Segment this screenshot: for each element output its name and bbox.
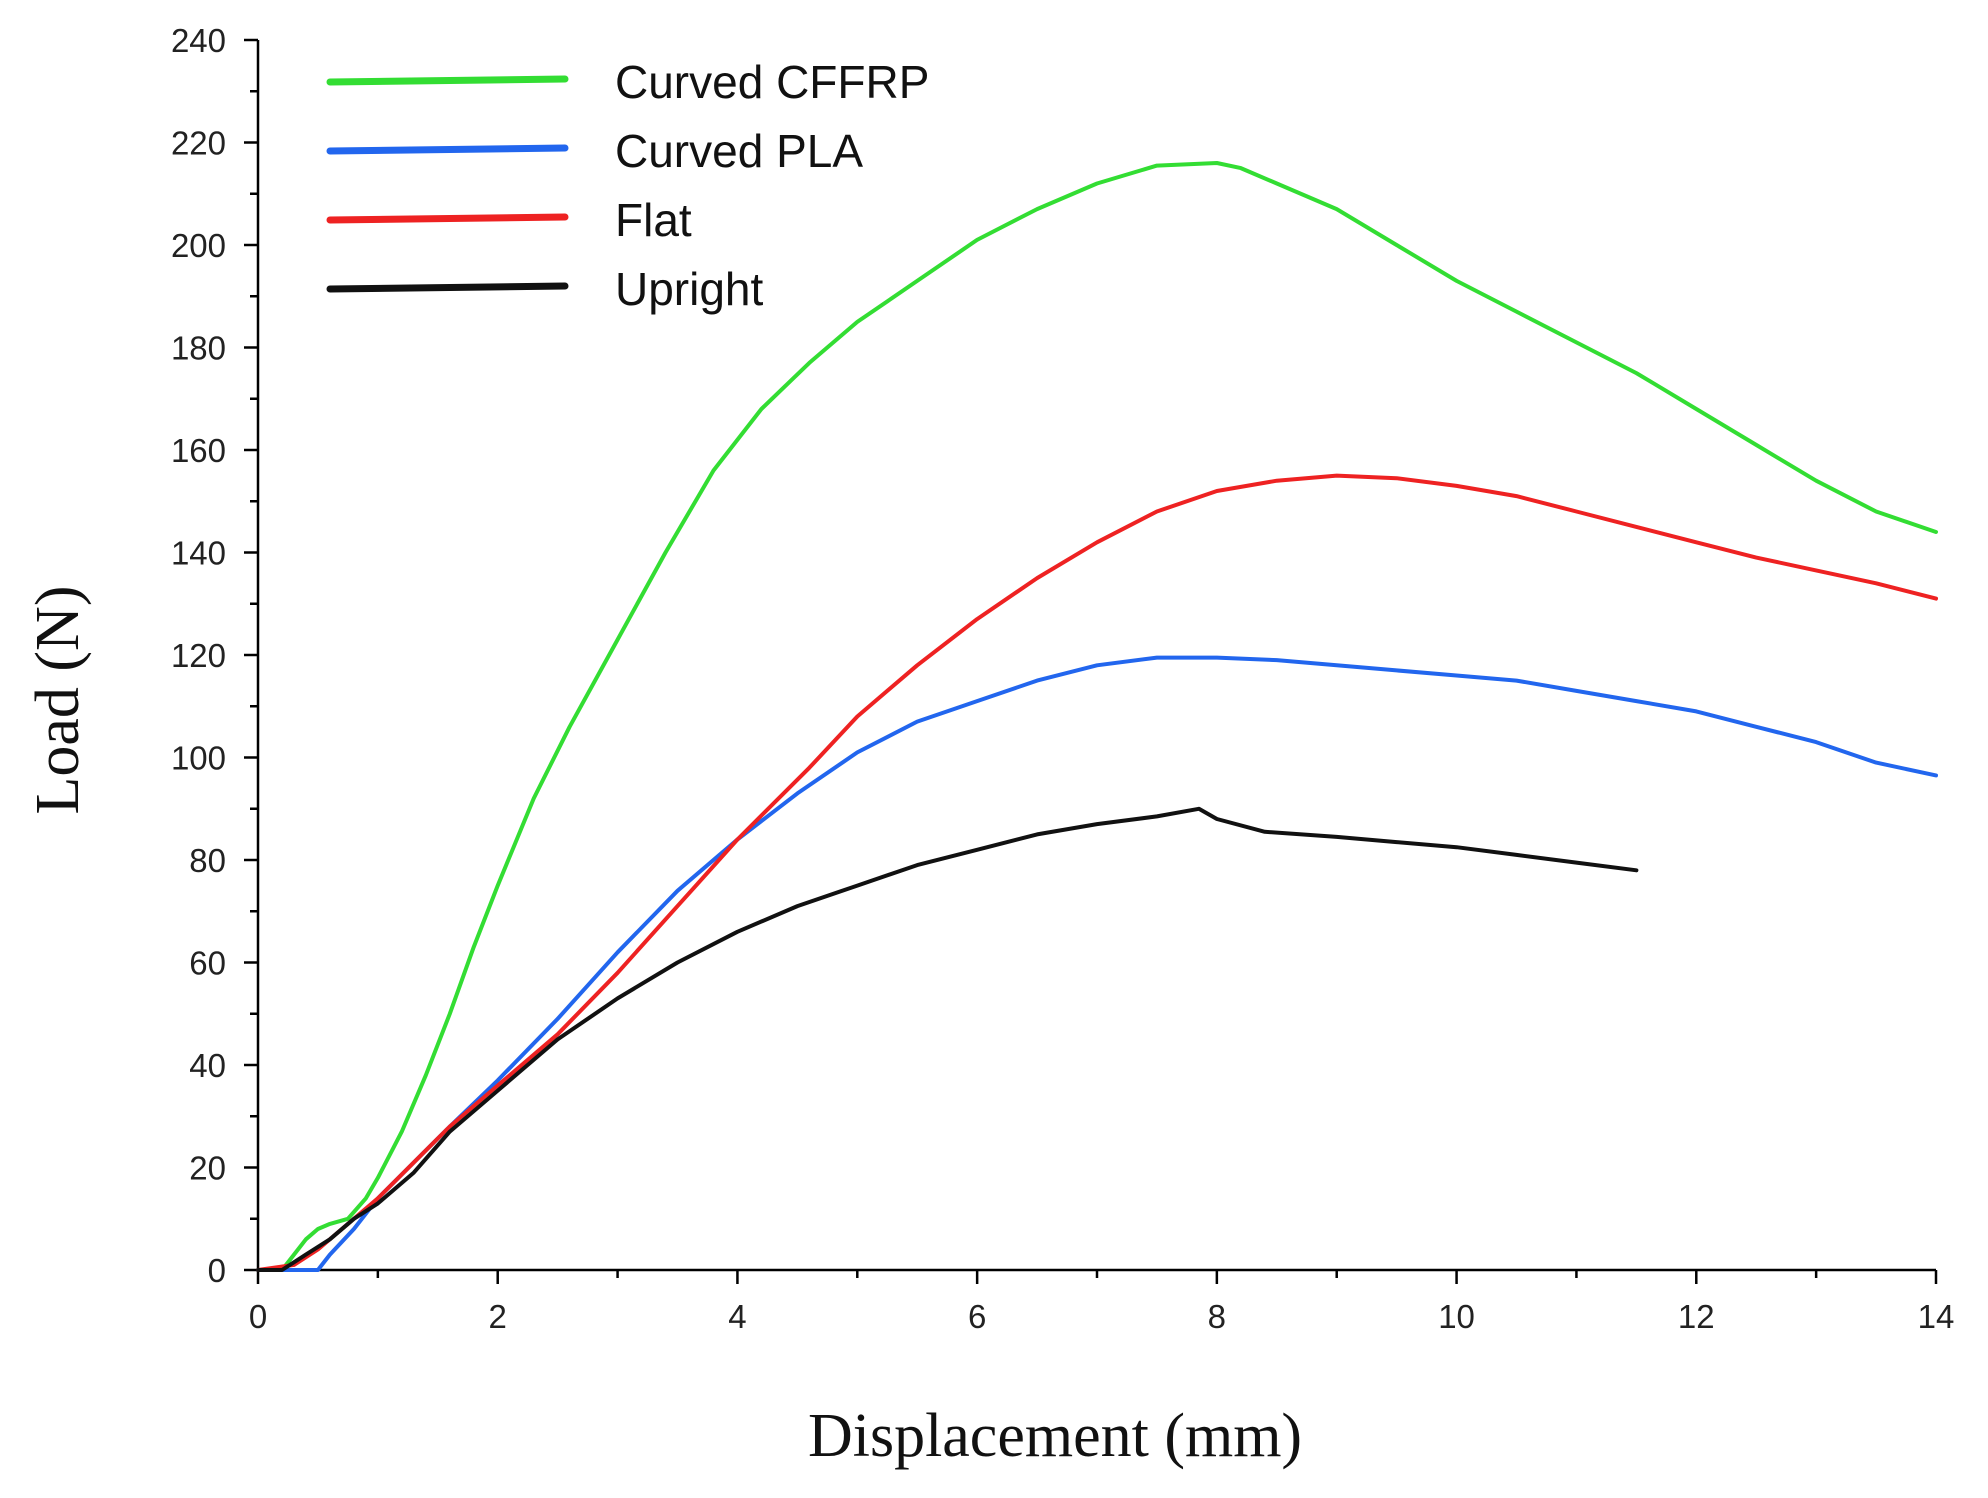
y-tick-label: 220 — [171, 125, 226, 162]
x-tick-label: 8 — [1208, 1298, 1226, 1335]
series-group — [256, 161, 1938, 1272]
legend-swatch-upright — [326, 282, 569, 293]
y-tick-label: 140 — [171, 535, 226, 572]
legend-label-curved-pla: Curved PLA — [615, 125, 863, 177]
y-tick-label: 120 — [171, 637, 226, 674]
legend-swatch-flat — [326, 213, 569, 224]
x-tick-label: 4 — [728, 1298, 746, 1335]
legend: Curved CFFRP Curved PLA Flat Upright — [326, 56, 929, 315]
series-line-curved-pla — [256, 655, 1938, 1272]
series-line-flat — [256, 473, 1938, 1272]
y-tick-label: 0 — [208, 1252, 226, 1289]
legend-label-upright: Upright — [615, 263, 764, 315]
y-axis-title: Load (N) — [24, 586, 92, 815]
x-tick-label: 14 — [1918, 1298, 1955, 1335]
legend-label-flat: Flat — [615, 194, 692, 246]
legend-swatch-curved-cffrp — [326, 75, 569, 86]
axes: 0 20 40 60 80 100 120 140 160 180 200 220 240 0 2 4 6 8 10… — [171, 22, 1954, 1335]
legend-swatch-curved-pla — [326, 144, 569, 155]
y-tick-label: 200 — [171, 227, 226, 264]
y-tick-label: 100 — [171, 740, 226, 777]
x-tick-label: 10 — [1438, 1298, 1475, 1335]
legend-label-curved-cffrp: Curved CFFRP — [615, 56, 929, 108]
x-tick-label: 0 — [249, 1298, 267, 1335]
y-tick-label: 180 — [171, 330, 226, 367]
y-tick-label: 240 — [171, 22, 226, 59]
x-tick-label: 12 — [1678, 1298, 1715, 1335]
y-tick-label: 40 — [189, 1047, 226, 1084]
y-tick-label: 60 — [189, 945, 226, 982]
series-line-curved-cffrp — [256, 161, 1938, 1272]
x-tick-label: 6 — [968, 1298, 986, 1335]
y-tick-label: 80 — [189, 842, 226, 879]
x-axis-title: Displacement (mm) — [808, 1402, 1302, 1470]
y-tick-label: 20 — [189, 1150, 226, 1187]
x-tick-label: 2 — [489, 1298, 507, 1335]
y-tick-label: 160 — [171, 432, 226, 469]
series-line-upright — [256, 806, 1639, 1272]
